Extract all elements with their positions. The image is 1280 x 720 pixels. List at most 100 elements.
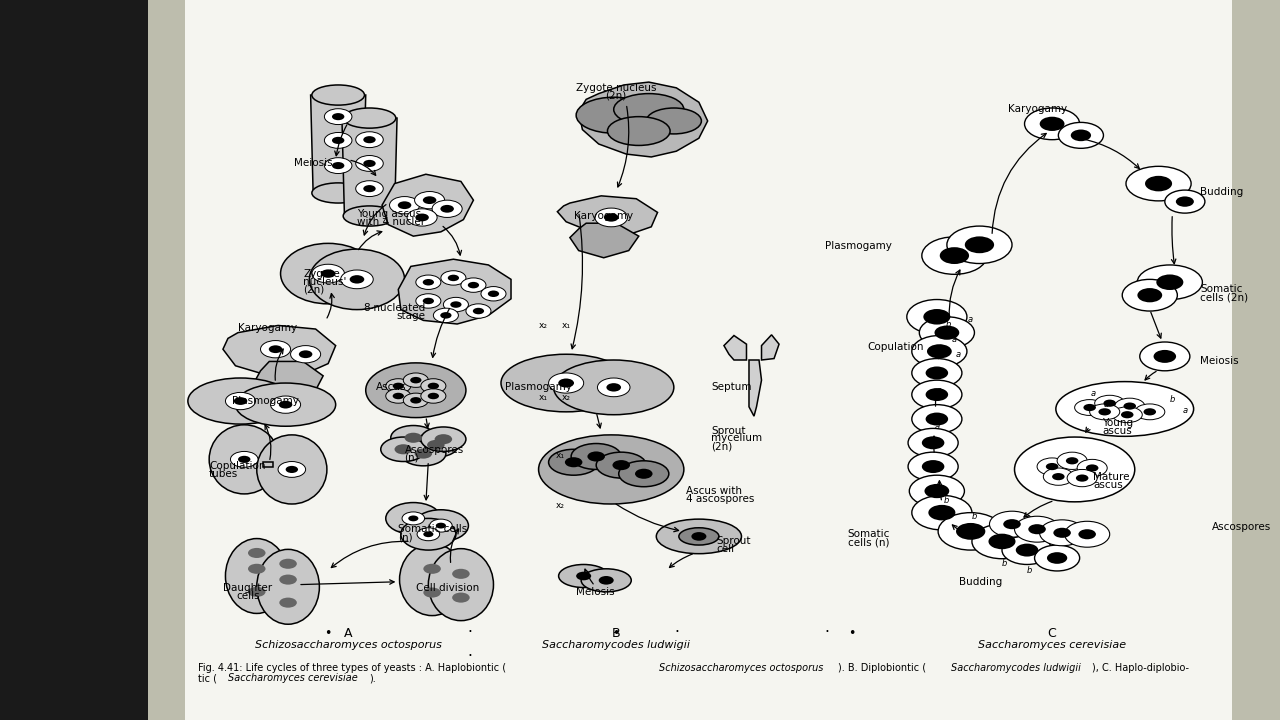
Ellipse shape — [1176, 197, 1194, 207]
Ellipse shape — [1165, 190, 1204, 213]
Ellipse shape — [421, 379, 445, 393]
Text: Septum: Septum — [712, 382, 751, 392]
Text: ·: · — [467, 649, 472, 664]
Text: Ascus: Ascus — [376, 382, 406, 392]
Ellipse shape — [922, 460, 945, 473]
Ellipse shape — [988, 534, 1015, 549]
Ellipse shape — [922, 436, 945, 449]
Ellipse shape — [422, 279, 434, 286]
Ellipse shape — [1138, 288, 1162, 302]
Ellipse shape — [435, 434, 452, 444]
Ellipse shape — [332, 162, 344, 169]
Ellipse shape — [356, 181, 383, 197]
Ellipse shape — [618, 461, 669, 487]
Polygon shape — [749, 360, 762, 416]
Ellipse shape — [1057, 452, 1087, 469]
Ellipse shape — [467, 282, 479, 289]
Ellipse shape — [1115, 398, 1144, 414]
Ellipse shape — [613, 94, 684, 125]
Polygon shape — [223, 325, 335, 376]
Ellipse shape — [225, 392, 256, 410]
Text: (2n): (2n) — [712, 441, 732, 451]
Text: Plasmogamy: Plasmogamy — [506, 382, 572, 392]
Ellipse shape — [422, 298, 434, 305]
Polygon shape — [579, 82, 708, 157]
Ellipse shape — [554, 360, 673, 415]
Text: ). B. Diplobiontic (: ). B. Diplobiontic ( — [838, 663, 925, 673]
Ellipse shape — [343, 108, 396, 128]
Text: (n): (n) — [404, 453, 419, 463]
Ellipse shape — [324, 132, 352, 148]
Ellipse shape — [1071, 130, 1091, 141]
Text: a: a — [937, 386, 942, 395]
Ellipse shape — [1121, 411, 1134, 418]
Ellipse shape — [927, 344, 952, 359]
Ellipse shape — [956, 523, 986, 540]
Ellipse shape — [428, 393, 439, 399]
Ellipse shape — [312, 264, 344, 283]
Ellipse shape — [1065, 521, 1110, 547]
Ellipse shape — [928, 505, 955, 521]
Ellipse shape — [433, 200, 462, 217]
Text: Saccharomyces cerevisiae: Saccharomyces cerevisiae — [228, 673, 357, 683]
Text: (2n): (2n) — [303, 284, 324, 294]
Ellipse shape — [428, 440, 444, 450]
Text: Somatic: Somatic — [847, 529, 890, 539]
Ellipse shape — [415, 192, 444, 209]
Ellipse shape — [248, 548, 265, 558]
Text: Zygote: Zygote — [303, 269, 340, 279]
Text: mycelium: mycelium — [712, 433, 763, 444]
Ellipse shape — [1056, 382, 1194, 436]
Ellipse shape — [1137, 265, 1202, 300]
Ellipse shape — [415, 214, 429, 221]
Ellipse shape — [657, 519, 741, 554]
Ellipse shape — [549, 373, 584, 393]
Ellipse shape — [1078, 459, 1107, 477]
Ellipse shape — [440, 312, 452, 318]
Text: cells: cells — [237, 591, 260, 601]
Ellipse shape — [424, 564, 440, 574]
Polygon shape — [557, 196, 658, 235]
Ellipse shape — [451, 302, 462, 308]
Ellipse shape — [934, 325, 959, 340]
Ellipse shape — [366, 363, 466, 418]
Text: Schizosaccharomyces octosporus: Schizosaccharomyces octosporus — [255, 640, 442, 650]
Text: stage: stage — [397, 311, 426, 321]
Ellipse shape — [1083, 404, 1096, 411]
Ellipse shape — [279, 598, 297, 608]
Text: x₁: x₁ — [556, 451, 564, 459]
Text: ·: · — [673, 625, 678, 639]
Polygon shape — [253, 361, 323, 400]
Text: x₂: x₂ — [556, 501, 564, 510]
Ellipse shape — [1126, 166, 1192, 201]
Text: ascus: ascus — [1102, 426, 1132, 436]
Ellipse shape — [919, 317, 974, 348]
Text: 8-nucleated: 8-nucleated — [364, 303, 426, 313]
Ellipse shape — [298, 351, 312, 358]
Ellipse shape — [940, 247, 969, 264]
Ellipse shape — [291, 346, 320, 363]
Ellipse shape — [607, 383, 621, 392]
Text: ·: · — [824, 625, 829, 639]
Ellipse shape — [571, 444, 621, 469]
Ellipse shape — [428, 383, 439, 389]
Ellipse shape — [435, 523, 445, 528]
Text: Fig. 4.41: Life cycles of three types of yeasts : A. Haplobiontic (: Fig. 4.41: Life cycles of three types of… — [198, 663, 506, 673]
Ellipse shape — [1153, 350, 1176, 363]
Ellipse shape — [440, 205, 454, 212]
Ellipse shape — [1066, 457, 1078, 464]
Ellipse shape — [608, 117, 671, 145]
Ellipse shape — [472, 308, 484, 315]
Ellipse shape — [911, 405, 961, 433]
Ellipse shape — [1037, 458, 1068, 475]
Text: Somatic: Somatic — [1199, 284, 1243, 294]
Text: cell: cell — [717, 544, 735, 554]
Text: Somatic cells: Somatic cells — [398, 524, 467, 534]
Ellipse shape — [1139, 342, 1190, 371]
Ellipse shape — [1098, 408, 1111, 415]
Text: nucleus': nucleus' — [303, 276, 347, 287]
Ellipse shape — [452, 569, 470, 579]
Text: Cell division: Cell division — [416, 583, 479, 593]
Ellipse shape — [588, 451, 605, 462]
Text: a: a — [952, 336, 957, 344]
